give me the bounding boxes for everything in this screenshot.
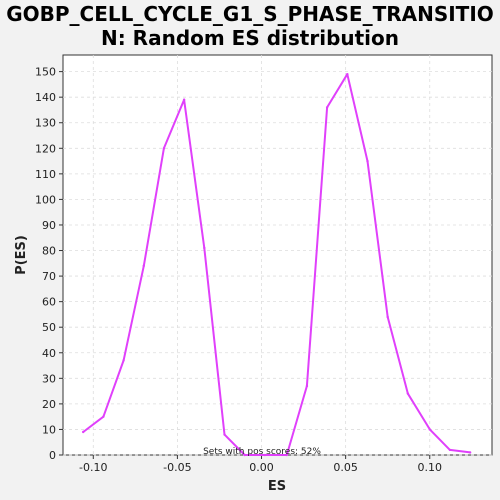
y-tick-label: 100 [35,193,56,206]
y-tick-label: 40 [42,347,56,360]
y-tick-label: 70 [42,270,56,283]
chart-title-line-1: GOBP_CELL_CYCLE_G1_S_PHASE_TRANSITIO [6,2,494,26]
data-point [325,106,329,109]
axis-ticks: -0.10 -0.05 0.00 0.05 0.10 0 10 20 30 40 50 60 70 80 9… [35,66,442,474]
data-point [122,359,125,362]
y-tick-label: 80 [42,245,56,258]
x-tick-label: 0.00 [249,461,274,474]
grid-lines [63,55,492,456]
series-line [82,73,471,456]
data-point [285,453,288,457]
data-point [182,98,186,101]
x-tick-label: -0.05 [163,461,191,474]
y-tick-label: 150 [35,66,56,79]
data-point [81,430,85,434]
series-layer [81,72,472,457]
data-point [223,433,226,436]
y-tick-label: 10 [42,423,56,436]
plot-area [62,54,493,456]
data-point [305,384,309,388]
data-point [243,453,246,457]
y-tick-label: 30 [42,372,56,385]
data-point [203,246,206,250]
data-point [366,159,369,163]
x-axis-label: ES [268,479,286,494]
chart-title: GOBP_CELL_CYCLE_G1_S_PHASE_TRANSITIO N: … [0,2,500,50]
data-point [346,72,349,76]
y-tick-label: 120 [35,142,56,155]
y-tick-label: 90 [42,219,56,232]
data-point [386,315,389,319]
y-tick-label: 50 [42,321,56,334]
x-tick-label: -0.10 [79,461,107,474]
data-point [448,448,452,452]
y-tick-label: 20 [42,398,56,411]
y-tick-label: 130 [35,117,56,130]
data-point [468,451,472,454]
y-tick-label: 140 [35,91,56,104]
y-tick-label: 60 [42,296,56,309]
x-tick-label: 0.05 [333,461,358,474]
annotation-text: Sets with pos scores: 52% [203,447,321,457]
y-tick-label: 0 [49,449,56,462]
chart-title-line-2: N: Random ES distribution [100,26,400,50]
data-point [142,264,145,268]
data-point [263,453,267,457]
y-tick-label: 110 [35,168,56,181]
data-point [406,392,410,395]
y-axis-label: P(ES) [14,235,29,275]
data-point [102,415,105,418]
x-tick-label: 0.10 [418,461,443,474]
data-point [428,428,431,431]
data-point [162,147,166,150]
